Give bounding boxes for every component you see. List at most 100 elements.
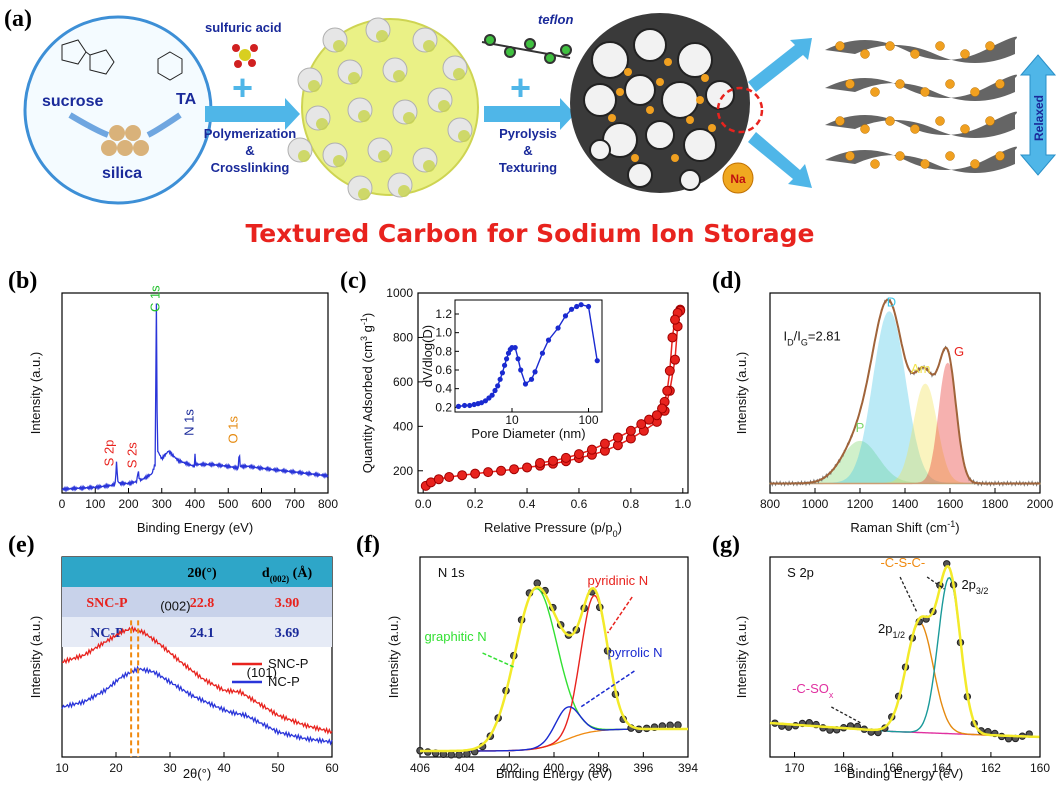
step1-line3: Crosslinking	[211, 160, 290, 175]
panel-label-b: (b)	[8, 268, 37, 294]
chart-g-xtick-label-4: 162	[981, 761, 1001, 775]
chart-g-label-csc: -C-S-C-	[880, 555, 925, 570]
chart-g-arrow-csc-1	[899, 576, 918, 614]
chart-e-table-row1-bg	[62, 587, 332, 617]
chart-c-inset-point	[501, 362, 508, 368]
chart-c-ylabel: Quantity Adsorbed (cm3 g-1)	[359, 313, 375, 473]
relaxed-label: Relaxed	[1032, 95, 1046, 141]
sheet-na-2-1	[860, 124, 870, 134]
chart-d-ylabel: Intensity (a.u.)	[734, 352, 749, 434]
chart-d-xtick-label-5: 1800	[982, 497, 1009, 511]
sheet-na-2-2	[885, 116, 895, 126]
step2-line2: &	[523, 143, 532, 158]
chart-e-table-cell-0-2: 3.90	[275, 596, 300, 611]
pore-4	[583, 83, 617, 117]
na-dot-1	[664, 58, 672, 66]
chart-e-series-NC-P	[61, 665, 333, 746]
pore-0	[591, 41, 629, 79]
chart-f-xtick-label-2: 402	[499, 761, 519, 775]
chart-c-inset-point	[461, 402, 468, 409]
na-dot-4	[646, 106, 654, 114]
chart-c-des-point	[664, 365, 675, 376]
chart-e-table-cell-0-0: SNC-P	[86, 596, 128, 611]
chart-g-frame	[769, 556, 1041, 758]
chart-f-xlabel: Binding Energy (eV)	[496, 766, 612, 781]
panel-label-f: (f)	[356, 532, 380, 558]
carbon-pores	[583, 28, 735, 191]
chart-c-inset-point	[499, 370, 506, 376]
chart-c-ads-point	[483, 467, 494, 478]
silica-shadow-14	[423, 160, 435, 172]
chart-c-inset-ytick-label-5: 1.2	[435, 307, 452, 321]
sheet-na-3-3	[920, 159, 930, 169]
sheet-na-3-1	[870, 159, 880, 169]
sheet-na-2-3	[910, 124, 920, 134]
chart-c-xlabel-full: Relative Pressure (p/p0)	[484, 520, 622, 539]
chart-b-xtick-label-5: 500	[218, 497, 238, 511]
na-dot-10	[616, 88, 624, 96]
chart-g-peak-2p3-2	[769, 576, 1040, 738]
panel-label-a: (a)	[4, 6, 32, 32]
sheet-na-3-5	[970, 159, 980, 169]
chart-c-des-point	[586, 444, 597, 455]
step1-line1: Polymerization	[204, 126, 297, 141]
panel-label-d: (d)	[712, 268, 741, 294]
chart-f-data-point	[674, 721, 682, 729]
pore-10	[627, 162, 653, 188]
chart-c-des-point	[560, 452, 571, 463]
sheet-na-0-6	[985, 41, 995, 51]
plus-icon-2: +	[510, 67, 531, 108]
plus-icon: +	[232, 67, 253, 108]
chart-c-inset-xtick-label-0: 10	[505, 413, 519, 427]
chart-c-xtick-label-3: 0.6	[571, 497, 588, 511]
silica-spheres	[101, 125, 149, 156]
arrow-sucrose	[68, 112, 110, 138]
chart-b-annotation-3: S 2p	[102, 440, 117, 467]
chart-c-inset-ytick-label-4: 1.0	[435, 326, 452, 340]
chart-c-ads-point	[433, 474, 444, 485]
chart-c-inset-point	[585, 303, 592, 310]
sheet-na-1-5	[970, 87, 980, 97]
chart-c-inset-point	[478, 400, 485, 406]
sheet-na-3-0	[845, 151, 855, 161]
chart-c-des-point	[667, 332, 678, 343]
chart-g-arrow-cso	[831, 706, 862, 724]
sheet-na-1-4	[945, 79, 955, 89]
chart-c-inset-ytick-label-2: 0.6	[435, 363, 452, 377]
silica-shadow-2	[423, 40, 435, 52]
chart-f-fit-envelope	[420, 585, 688, 753]
chart-b-xtick-label-7: 700	[285, 497, 305, 511]
chart-c-inset-xlabel: Pore Diameter (nm)	[471, 426, 585, 441]
carbon-layers	[825, 36, 1017, 173]
chart-b-xtick-label-8: 800	[318, 497, 338, 511]
chart-e-annotation-1: (101)	[247, 665, 277, 680]
chart-c-inset-ytick-label-3: 0.8	[435, 344, 452, 358]
chart-d-xtick-label-3: 1400	[892, 497, 919, 511]
sulfuric-acid-label: sulfuric acid	[205, 20, 282, 35]
sheet-na-0-0	[835, 41, 845, 51]
chart-c-inset-point	[482, 398, 489, 404]
panel-a: (a) sucrose TA silica sulfuric acid + Po…	[4, 6, 1057, 248]
scheme-title: Textured Carbon for Sodium Ion Storage	[245, 219, 814, 248]
chart-b-annotation-4: S 2s	[124, 442, 139, 469]
chart-b-xtick-label-3: 300	[152, 497, 172, 511]
chart-c-ads-point	[496, 465, 507, 476]
silica-shadow-4	[308, 80, 320, 92]
panel-label-g: (g)	[712, 532, 740, 558]
sulfuric-acid-molecule	[232, 44, 258, 68]
chart-g-ylabel: Intensity (a.u.)	[734, 616, 749, 698]
chart-c-inset-point	[455, 403, 462, 409]
zoom-circle	[716, 86, 764, 134]
chart-c-inset-point	[489, 392, 495, 398]
chart-g: 170 168 166 164 162 160 S 2p -C-S-C- 2p1/2 2p3/2 -…	[734, 555, 1050, 781]
chart-f-xtick-label-5: 396	[633, 761, 653, 775]
chart-e-xtick-label-0: 10	[55, 761, 69, 775]
chart-g-arrow-csc-2	[926, 576, 945, 590]
sheet-na-2-6	[985, 116, 995, 126]
na-dot-2	[701, 74, 709, 82]
relaxed-arrow: Relaxed	[1019, 54, 1057, 176]
sheet-na-2-4	[935, 116, 945, 126]
silica-shadow-7	[438, 100, 450, 112]
sheet-na-0-4	[935, 41, 945, 51]
